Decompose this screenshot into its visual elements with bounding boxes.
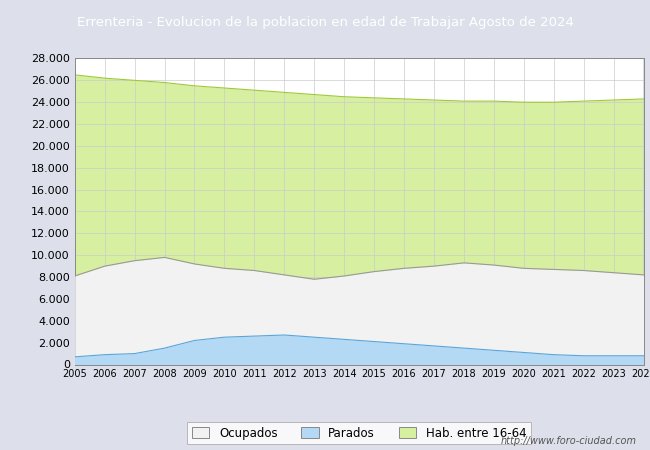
Legend: Ocupados, Parados, Hab. entre 16-64: Ocupados, Parados, Hab. entre 16-64 bbox=[187, 422, 531, 444]
Text: http://www.foro-ciudad.com: http://www.foro-ciudad.com bbox=[501, 436, 637, 446]
Text: Errenteria - Evolucion de la poblacion en edad de Trabajar Agosto de 2024: Errenteria - Evolucion de la poblacion e… bbox=[77, 16, 573, 29]
